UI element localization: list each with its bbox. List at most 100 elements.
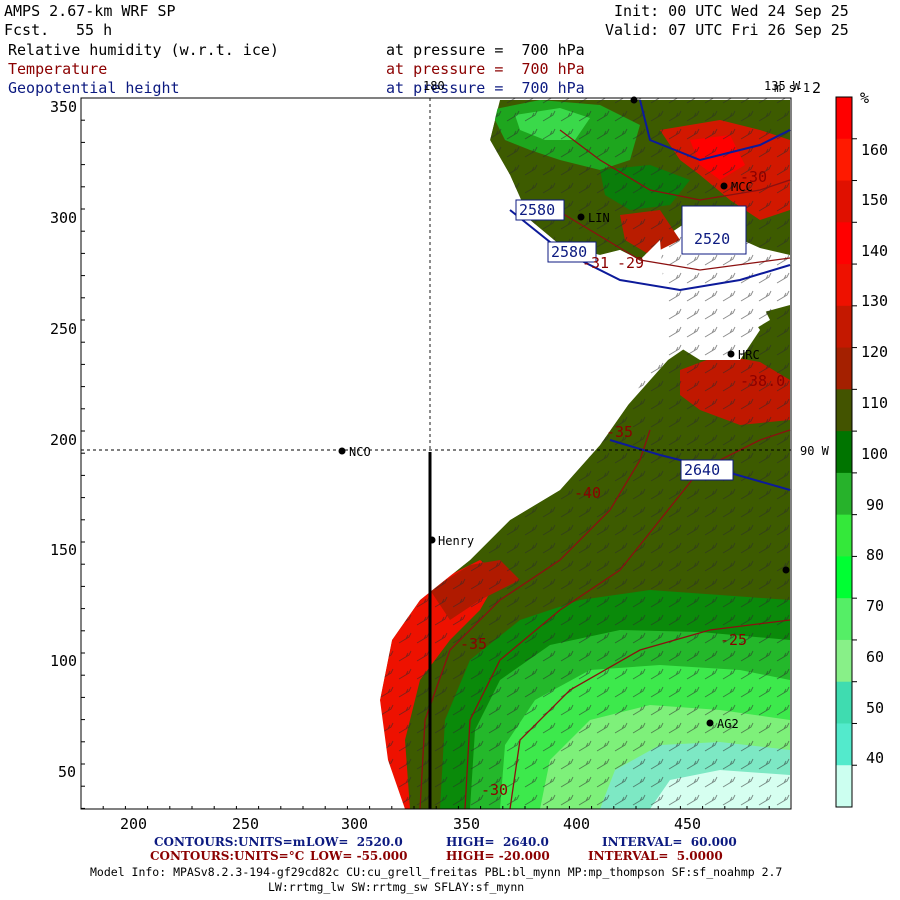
x-tick-label: 300 [341,815,369,833]
colorbar-swatch [836,556,852,599]
footer-height-high: HIGH= 2640.0 [446,835,549,849]
station-markers [338,96,790,727]
station-label-ag2: AG2 [717,717,739,731]
colorbar-swatch [836,514,852,557]
footer-temp-units: UNITS=°C [234,849,305,863]
colorbar-label: 100 [861,445,889,463]
station-label-henry: Henry [438,534,475,548]
temp-label-6: -35 [460,635,488,653]
x-tick-label: 450 [674,815,702,833]
field-rh-name: Relative humidity (w.r.t. ice) [8,41,279,59]
height-label-2: 2580 [551,243,588,261]
colorbar-label: 160 [861,141,889,159]
lon-label-180: 180 [423,79,445,93]
colorbar-label: 60 [866,648,885,666]
colorbar [836,97,857,808]
model-info-physics: LW:rrtmg_lw SW:rrtmg_sw SFLAY:sf_mynn [268,880,525,894]
field-temp-level: at pressure = 700 hPa [386,60,585,78]
station-dot-mcc [720,182,728,190]
colorbar-label: 70 [866,597,885,615]
temp-label-7: -25 [720,631,748,649]
lon-label-135w: 135 W [764,79,801,93]
colorbar-swatch [836,347,852,390]
colorbar-label: 90 [866,496,885,514]
footer-height-contours-label: CONTOURS: [154,835,238,849]
colorbar-label: 120 [861,343,889,361]
station-dot-edge [782,566,790,574]
temp-label-3: -38.0 [740,372,786,390]
height-label-boxes [515,199,747,481]
station-dot-nco [338,447,346,455]
colorbar-swatch [836,97,852,140]
field-height-name: Geopotential height [8,79,180,97]
station-label-lin: LIN [588,211,610,225]
station-label-mcc: MCC [731,180,753,194]
x-tick-label: 250 [232,815,260,833]
temp-label-8: -30 [481,781,509,799]
temp-label-4: -35 [606,423,634,441]
field-height-level: at pressure = 700 hPa [386,79,585,97]
valid-time: Valid: 07 UTC Fri 26 Sep 25 [605,21,849,39]
colorbar-label: 40 [866,749,885,767]
x-tick-label: 400 [563,815,591,833]
height-label-4: 2640 [684,461,721,479]
footer-height-interval: INTERVAL= 60.000 [602,835,737,849]
y-tick-label: 250 [50,320,78,338]
y-tick-label: 150 [50,541,78,559]
x-tick-label: 200 [120,815,148,833]
station-label-nco: NCO [349,445,371,459]
station-dot-henry [428,536,436,544]
model-info: Model Info: MPASv8.2.3-194-gf29cd82c CU:… [90,865,783,879]
colorbar-swatch [836,681,852,724]
colorbar-swatch [836,222,852,265]
colorbar-frame [835,96,853,808]
colorbar-swatch [836,264,852,307]
y-tick-label: 350 [50,98,78,116]
temp-label-2: -31 [582,254,610,272]
rh-field [81,98,791,809]
colorbar-swatch [836,765,852,808]
x-tick-label: 350 [453,815,481,833]
y-tick-label: 300 [50,209,78,227]
y-tick-label: 100 [50,652,78,670]
wind-units: m s-1 [774,81,811,95]
station-label-hrc: HRC [738,348,760,362]
footer-temp-low: LOW= -55.000 [310,849,408,863]
colorbar-swatch [836,598,852,641]
model-name: AMPS 2.67-km WRF SP [4,2,176,20]
colorbar-label: 150 [861,191,889,209]
colorbar-label: 140 [861,242,889,260]
temp-label-9: -29 [617,254,645,272]
field-temp-name: Temperature [8,60,108,78]
station-dot-top [630,96,638,104]
footer-height-low: LOW= 2520.0 [306,835,403,849]
y-tick-label: 50 [58,763,77,781]
colorbar-swatch [836,723,852,766]
footer-temp-high: HIGH= -20.000 [446,849,550,863]
y-tick-label: 200 [50,431,78,449]
colorbar-units: % [860,89,870,107]
footer-temp-interval: INTERVAL= 5.0000 [588,849,723,863]
colorbar-label: 110 [861,394,889,412]
colorbar-swatch [836,138,852,182]
colorbar-swatch [836,431,852,474]
footer-height-units: UNITS=m [238,835,306,849]
footer-temp-contours-label: CONTOURS: [150,849,234,863]
forecast-hours: 55 h [76,21,113,39]
colorbar-swatch [836,389,852,432]
height-label-3: 2520 [694,230,731,248]
colorbar-label: 130 [861,292,889,310]
lon-label-90w: 90 W [800,444,829,458]
colorbar-swatch [836,472,852,516]
colorbar-swatch [836,639,852,683]
forecast-label: Fcst. [4,21,50,39]
colorbar-label: 50 [866,699,885,717]
field-rh-level: at pressure = 700 hPa [386,41,585,59]
colorbar-label: 80 [866,546,885,564]
temp-label-5: -40 [574,484,602,502]
station-dot-lin [577,213,585,221]
wind-number: 2 [812,79,822,97]
height-label-1: 2580 [519,201,556,219]
colorbar-swatch [836,180,852,223]
